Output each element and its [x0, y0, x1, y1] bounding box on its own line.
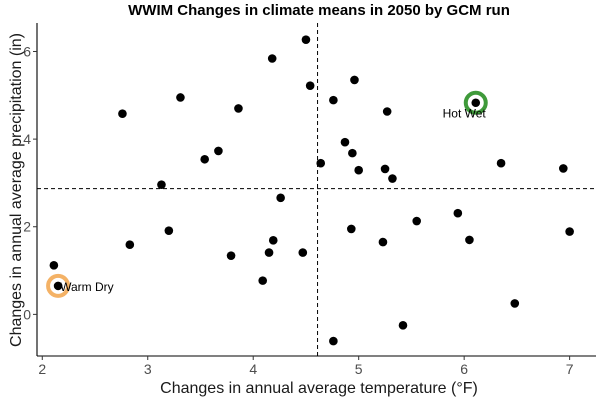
- data-point: [465, 235, 474, 245]
- data-point: [264, 248, 274, 257]
- x-tick-label: 6: [460, 361, 468, 377]
- y-tick-label: 6: [23, 43, 31, 59]
- x-tick-label: 3: [144, 361, 152, 377]
- data-point: [380, 164, 390, 174]
- y-axis-label: Changes in annual average precipitation …: [8, 33, 25, 347]
- y-tick-label: 4: [23, 131, 31, 147]
- x-tick-label: 4: [249, 361, 257, 377]
- data-point: [298, 248, 308, 257]
- highlight-label: Hot Wet: [443, 107, 487, 121]
- data-point: [305, 81, 315, 90]
- data-point: [347, 224, 356, 234]
- data-point: [157, 180, 166, 189]
- data-point: [200, 154, 209, 164]
- data-point: [453, 208, 463, 218]
- data-point: [398, 321, 408, 330]
- data-point: [378, 237, 388, 247]
- data-point: [164, 226, 174, 235]
- data-point: [176, 93, 185, 102]
- data-point: [301, 35, 311, 44]
- data-point: [53, 281, 63, 291]
- data-point: [276, 193, 285, 203]
- data-point: [565, 227, 574, 236]
- data-point: [559, 164, 568, 173]
- data-point: [471, 98, 481, 108]
- data-point: [258, 276, 268, 285]
- data-point: [510, 299, 520, 308]
- data-point: [388, 174, 397, 183]
- data-point: [226, 251, 236, 260]
- data-point: [412, 216, 421, 226]
- data-point: [125, 240, 135, 250]
- data-point: [234, 104, 243, 113]
- x-tick-label: 7: [566, 361, 574, 377]
- plot-area: 2 3 4 5 6 7 0 2 4 6 Warm Dry Hot Wet: [23, 23, 596, 377]
- data-point: [316, 158, 326, 168]
- y-tick-label: 0: [23, 306, 31, 322]
- data-point: [329, 95, 338, 105]
- x-tick-label: 5: [355, 361, 363, 377]
- highlight-label: Warm Dry: [60, 280, 114, 294]
- data-point: [118, 109, 127, 118]
- data-point: [267, 54, 277, 63]
- data-point: [496, 158, 506, 168]
- y-tick-label: 2: [23, 219, 31, 235]
- chart-title: WWIM Changes in climate means in 2050 by…: [128, 2, 510, 19]
- data-point: [329, 336, 338, 346]
- data-point: [350, 75, 359, 85]
- data-point: [354, 165, 363, 175]
- data-point: [268, 236, 278, 245]
- x-tick-label: 2: [38, 361, 46, 377]
- data-point: [348, 148, 357, 158]
- data-point: [340, 137, 350, 147]
- data-point: [214, 146, 223, 156]
- data-point: [382, 107, 392, 116]
- x-axis-label: Changes in annual average temperature (°…: [160, 380, 478, 397]
- data-point: [49, 261, 59, 270]
